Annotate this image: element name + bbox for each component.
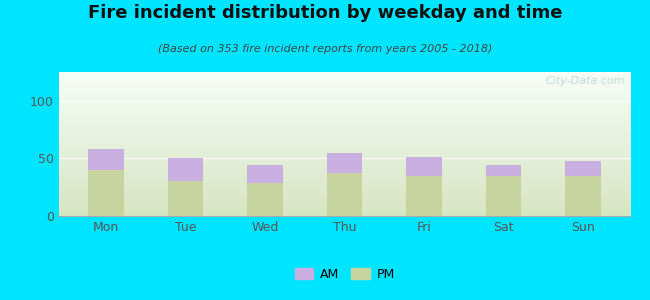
Bar [88, 149, 124, 170]
Bar [88, 170, 124, 216]
Bar [326, 173, 363, 216]
Bar [565, 161, 601, 176]
Bar [406, 176, 442, 216]
Bar [247, 165, 283, 183]
Text: City-Data.com: City-Data.com [545, 76, 625, 86]
Legend: AM, PM: AM, PM [289, 262, 400, 286]
Bar [326, 153, 363, 173]
Bar [406, 157, 442, 176]
Text: (Based on 353 fire incident reports from years 2005 - 2018): (Based on 353 fire incident reports from… [158, 44, 492, 53]
Bar [168, 182, 203, 216]
Bar [486, 165, 521, 176]
Bar [247, 183, 283, 216]
Bar [168, 158, 203, 182]
Bar [565, 176, 601, 216]
Bar [486, 176, 521, 216]
Text: Fire incident distribution by weekday and time: Fire incident distribution by weekday an… [88, 4, 562, 22]
